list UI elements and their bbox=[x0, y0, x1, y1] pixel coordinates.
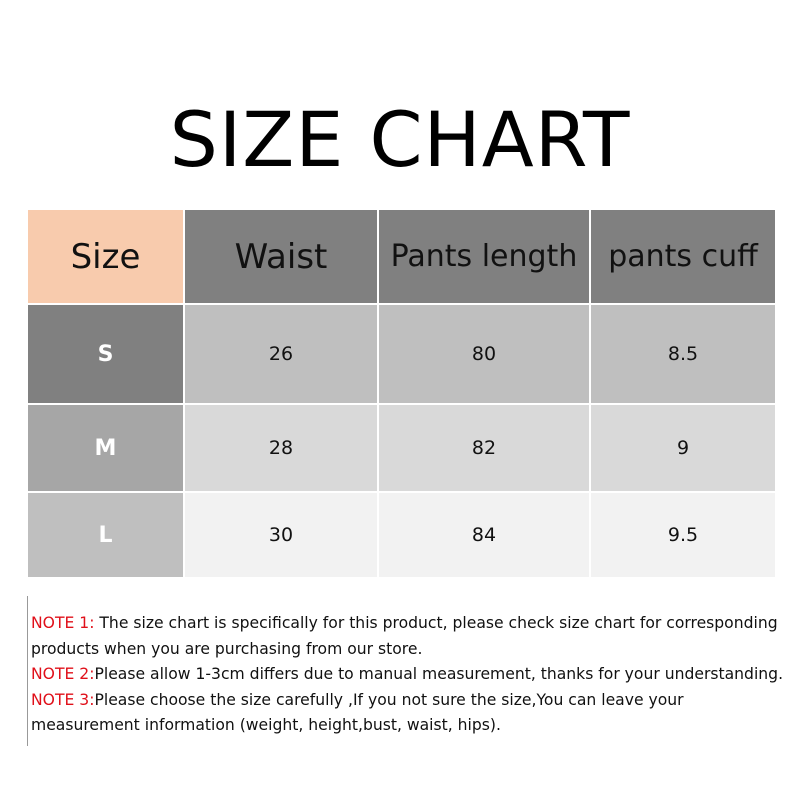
waist-cell: 30 bbox=[183, 491, 379, 579]
note-3: NOTE 3:Please choose the size carefully … bbox=[31, 688, 800, 739]
note-label: NOTE 3: bbox=[31, 690, 95, 709]
note-2: NOTE 2:Please allow 1-3cm differs due to… bbox=[31, 662, 800, 688]
size-cell: S bbox=[26, 303, 185, 405]
waist-cell: 26 bbox=[183, 303, 379, 405]
waist-cell: 28 bbox=[183, 403, 379, 493]
header-pants-cuff: pants cuff bbox=[589, 208, 777, 305]
note-label: NOTE 1: bbox=[31, 614, 95, 632]
table-row: L 30 84 9.5 bbox=[26, 491, 777, 579]
size-cell: M bbox=[26, 403, 185, 493]
note-label: NOTE 2: bbox=[31, 665, 95, 684]
table-header-row: Size Waist Pants length pants cuff bbox=[26, 208, 777, 305]
size-table: Size Waist Pants length pants cuff S 26 … bbox=[26, 208, 777, 579]
length-cell: 82 bbox=[377, 403, 591, 493]
page-title: SIZE CHART bbox=[169, 95, 631, 184]
table-row: M 28 82 9 bbox=[26, 403, 777, 493]
header-waist: Waist bbox=[183, 208, 379, 305]
cuff-cell: 8.5 bbox=[589, 303, 777, 405]
size-cell: L bbox=[26, 491, 185, 579]
note-text: Please choose the size carefully ,If you… bbox=[31, 690, 684, 735]
note-text: Please allow 1-3cm differs due to manual… bbox=[94, 665, 784, 684]
note-1: NOTE 1: The size chart is specifically f… bbox=[31, 611, 800, 662]
header-pants-length: Pants length bbox=[377, 208, 591, 305]
cuff-cell: 9 bbox=[589, 403, 777, 493]
length-cell: 84 bbox=[377, 491, 591, 579]
table-row: S 26 80 8.5 bbox=[26, 303, 777, 405]
length-cell: 80 bbox=[377, 303, 591, 405]
note-text: The size chart is specifically for this … bbox=[31, 614, 778, 658]
notes: NOTE 1: The size chart is specifically f… bbox=[31, 611, 800, 739]
header-size: Size bbox=[26, 208, 185, 305]
cuff-cell: 9.5 bbox=[589, 491, 777, 579]
divider bbox=[27, 596, 28, 746]
